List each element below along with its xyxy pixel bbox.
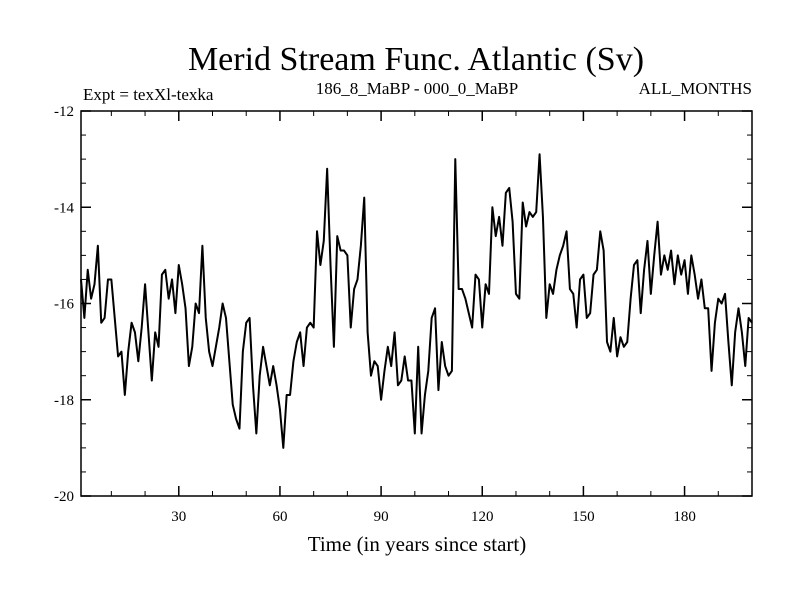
y-tick-label: -12: [54, 104, 74, 120]
period-label: 186_8_MaBP - 000_0_MaBP: [316, 79, 518, 98]
plot-frame: [80, 110, 753, 497]
experiment-label: Expt = texXl-texka: [83, 85, 214, 104]
y-tick-label: -16: [54, 297, 74, 313]
x-tick-label: 120: [471, 509, 494, 525]
x-tick-label: 60: [272, 509, 287, 525]
chart-title: Merid Stream Func. Atlantic (Sv): [188, 41, 644, 78]
x-tick-label: 30: [171, 509, 186, 525]
y-tick-label: -20: [54, 489, 74, 505]
series-line: [80, 153, 753, 449]
tick-label-layer: -20 -18 -16 -14 -12 30 60 90 120 150 180: [54, 104, 696, 525]
x-axis-label: Time (in years since start): [308, 532, 527, 556]
months-label: ALL_MONTHS: [639, 79, 752, 98]
y-tick-label: -14: [54, 200, 74, 216]
tick-layer: [81, 110, 753, 497]
x-tick-label: 180: [673, 509, 696, 525]
x-tick-label: 90: [374, 509, 389, 525]
x-tick-label: 150: [572, 509, 595, 525]
y-tick-label: -18: [54, 393, 74, 409]
